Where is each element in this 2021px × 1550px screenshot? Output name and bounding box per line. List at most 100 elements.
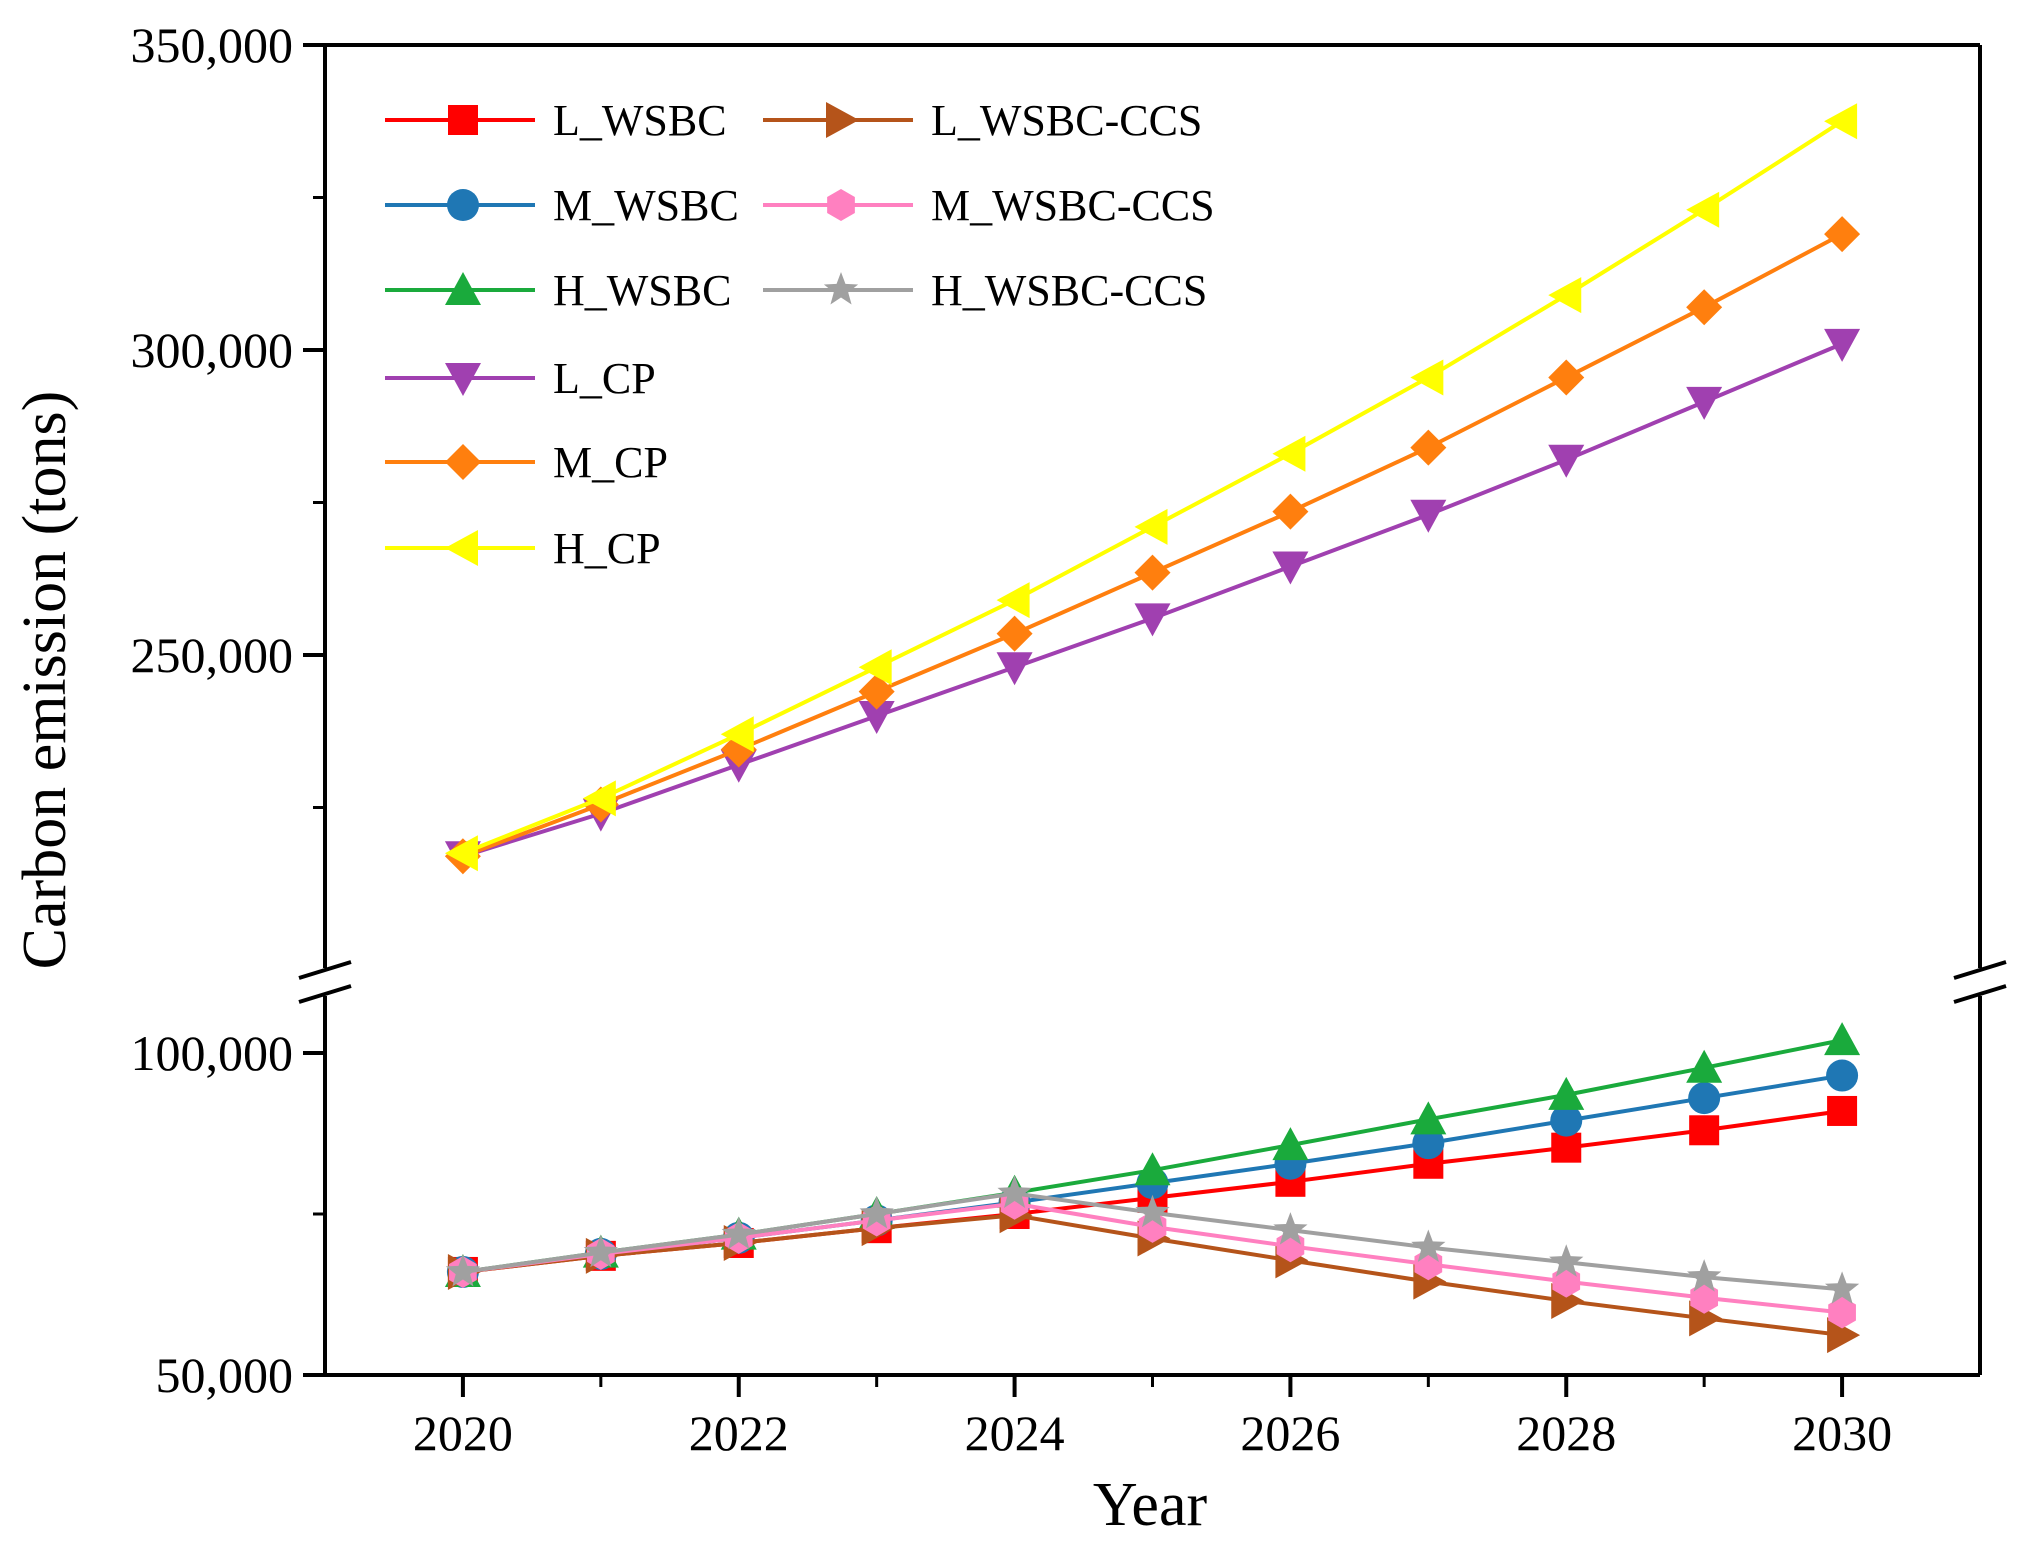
legend-item-M_WSBC-CCS: M_WSBC-CCS bbox=[763, 181, 1215, 230]
legend-item-L_WSBC-CCS: L_WSBC-CCS bbox=[763, 96, 1202, 145]
x-tick-label: 2020 bbox=[413, 1405, 513, 1461]
marker-diamond bbox=[996, 615, 1033, 652]
y-tick-label: 50,000 bbox=[156, 1347, 294, 1403]
x-tick-label: 2028 bbox=[1516, 1405, 1616, 1461]
marker-square bbox=[448, 105, 478, 135]
marker-triangle-left bbox=[1272, 435, 1306, 472]
marker-star bbox=[1549, 1244, 1584, 1277]
marker-triangle-right bbox=[826, 102, 859, 138]
legend-item-L_CP: L_CP bbox=[385, 354, 656, 403]
marker-diamond bbox=[445, 444, 481, 480]
marker-star bbox=[1411, 1229, 1446, 1263]
y-tick-label: 350,000 bbox=[131, 17, 294, 73]
axes-layer: 2020 2022 2024 2026 2028 2030 50,000 100,000 250… bbox=[131, 17, 1893, 1461]
marker-triangle-left bbox=[582, 780, 616, 817]
legend-item-H_WSBC-CCS: H_WSBC-CCS bbox=[763, 266, 1207, 315]
marker-diamond bbox=[1824, 216, 1861, 253]
legend-label: H_WSBC bbox=[553, 266, 731, 315]
marker-triangle-down bbox=[996, 652, 1033, 686]
series-L_CP bbox=[444, 328, 1861, 875]
marker-diamond bbox=[1548, 359, 1585, 396]
legend-item-M_WSBC: M_WSBC bbox=[385, 181, 739, 230]
marker-square bbox=[1551, 1132, 1582, 1163]
x-tick-label: 2024 bbox=[965, 1405, 1065, 1461]
marker-circle bbox=[1688, 1082, 1721, 1115]
marker-star bbox=[1135, 1194, 1170, 1228]
legend-label: H_CP bbox=[553, 524, 661, 573]
marker-triangle-down bbox=[1134, 603, 1171, 637]
legend-label: L_WSBC-CCS bbox=[931, 96, 1202, 145]
marker-triangle-down bbox=[1686, 386, 1723, 420]
marker-triangle-left bbox=[996, 582, 1030, 619]
x-tick-label: 2026 bbox=[1240, 1405, 1340, 1461]
marker-triangle-up bbox=[1548, 1076, 1585, 1110]
marker-triangle-up bbox=[1824, 1022, 1861, 1056]
marker-triangle-left bbox=[720, 716, 754, 753]
marker-triangle-right bbox=[1827, 1317, 1861, 1354]
marker-triangle-down bbox=[1548, 444, 1585, 478]
marker-star bbox=[583, 1234, 618, 1268]
legend-item-M_CP: M_CP bbox=[385, 438, 668, 487]
marker-diamond bbox=[1410, 429, 1447, 466]
series-line bbox=[462, 232, 1844, 859]
axis-break-mark bbox=[298, 960, 352, 980]
y-axis-title: Carbon emission (tons) bbox=[11, 391, 79, 970]
marker-star bbox=[859, 1196, 894, 1229]
marker-circle bbox=[447, 189, 479, 221]
marker-diamond bbox=[1134, 554, 1171, 591]
marker-square bbox=[1827, 1095, 1858, 1126]
axis-break-mark bbox=[298, 984, 352, 1004]
marker-diamond bbox=[1272, 493, 1309, 530]
marker-triangle-left bbox=[1548, 277, 1582, 314]
marker-triangle-up bbox=[1134, 1152, 1171, 1186]
axis-break-mark bbox=[1953, 960, 2007, 980]
legend-item-H_CP: H_CP bbox=[385, 524, 661, 573]
marker-triangle-left bbox=[445, 530, 478, 566]
marker-square bbox=[1689, 1115, 1720, 1146]
marker-triangle-down bbox=[1272, 551, 1309, 585]
marker-triangle-left bbox=[1824, 103, 1858, 140]
legend-label: M_CP bbox=[553, 438, 668, 487]
legend-label: H_WSBC-CCS bbox=[931, 266, 1207, 315]
legend: L_WSBC L_WSBC-CCS M_WSBC M_WSBC-CCS H_WSBC H_… bbox=[385, 96, 1215, 573]
marker-hexagon bbox=[1828, 1296, 1856, 1329]
legend-label: L_WSBC bbox=[553, 96, 727, 145]
marker-hexagon bbox=[1690, 1281, 1719, 1314]
y-tick-label: 300,000 bbox=[131, 322, 294, 378]
x-tick-label: 2030 bbox=[1792, 1405, 1892, 1461]
legend-label: M_WSBC bbox=[553, 181, 739, 230]
y-tick-label: 250,000 bbox=[131, 627, 294, 683]
marker-triangle-left bbox=[1410, 359, 1444, 396]
marker-triangle-up bbox=[1272, 1127, 1309, 1161]
marker-triangle-left bbox=[1134, 508, 1168, 545]
marker-triangle-up bbox=[1410, 1101, 1447, 1135]
marker-triangle-up bbox=[1686, 1049, 1723, 1083]
marker-star bbox=[1824, 1271, 1860, 1304]
y-tick-label: 100,000 bbox=[131, 1025, 294, 1081]
legend-label: M_WSBC-CCS bbox=[931, 181, 1215, 230]
marker-triangle-left bbox=[1686, 191, 1720, 228]
marker-star bbox=[721, 1216, 756, 1250]
series-line bbox=[462, 119, 1844, 856]
marker-star bbox=[445, 1253, 481, 1287]
x-tick-label: 2022 bbox=[689, 1405, 789, 1461]
marker-star bbox=[997, 1175, 1032, 1208]
marker-triangle-down bbox=[1824, 328, 1861, 362]
marker-diamond bbox=[858, 673, 895, 710]
marker-triangle-down bbox=[858, 701, 895, 734]
axis-break-mark bbox=[1953, 984, 2007, 1004]
legend-label: L_CP bbox=[553, 354, 656, 403]
series-line bbox=[462, 342, 1843, 859]
x-axis-title: Year bbox=[1093, 1471, 1208, 1539]
series-H_CP bbox=[444, 103, 1858, 872]
marker-circle bbox=[1826, 1059, 1859, 1092]
series-H_WSBC-CCS bbox=[445, 1175, 1860, 1304]
marker-circle bbox=[1412, 1127, 1445, 1160]
marker-triangle-down bbox=[445, 363, 481, 396]
series-layer bbox=[444, 103, 1861, 1354]
legend-item-L_WSBC: L_WSBC bbox=[385, 96, 727, 145]
marker-triangle-up bbox=[445, 272, 481, 305]
marker-triangle-left bbox=[858, 649, 892, 686]
